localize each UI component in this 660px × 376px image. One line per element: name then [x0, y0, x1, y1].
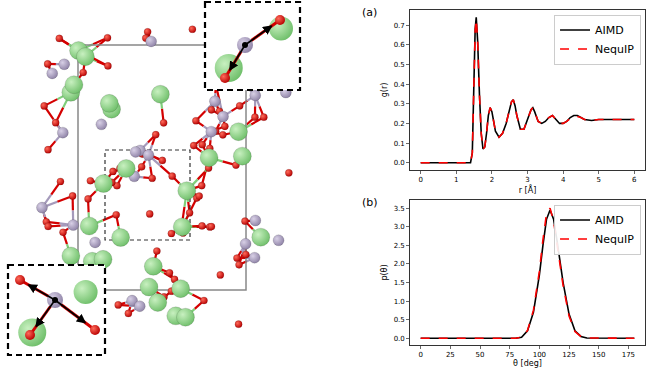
svg-text:1.5: 1.5 — [394, 279, 405, 287]
svg-text:0.0: 0.0 — [394, 159, 405, 167]
svg-text:0: 0 — [418, 351, 422, 359]
svg-text:AIMD: AIMD — [595, 214, 624, 227]
svg-text:5: 5 — [596, 176, 600, 184]
svg-text:3.5: 3.5 — [394, 205, 405, 213]
svg-text:0.5: 0.5 — [394, 316, 405, 324]
svg-text:2.5: 2.5 — [394, 242, 405, 250]
svg-text:0.2: 0.2 — [394, 120, 405, 128]
svg-text:g(r): g(r) — [380, 83, 389, 98]
svg-text:0.7: 0.7 — [394, 22, 405, 30]
svg-text:0.1: 0.1 — [394, 140, 405, 148]
svg-text:1.0: 1.0 — [394, 298, 405, 306]
svg-text:150: 150 — [592, 351, 605, 359]
svg-text:NequIP: NequIP — [595, 43, 634, 56]
svg-text:0: 0 — [418, 176, 422, 184]
svg-text:θ [deg]: θ [deg] — [513, 359, 542, 368]
svg-text:NequIP: NequIP — [595, 233, 634, 246]
svg-text:3.0: 3.0 — [394, 223, 405, 231]
svg-text:100: 100 — [533, 351, 546, 359]
svg-text:r [Å]: r [Å] — [519, 184, 537, 195]
svg-text:175: 175 — [622, 351, 635, 359]
svg-text:2.0: 2.0 — [394, 260, 405, 268]
svg-text:75: 75 — [505, 351, 514, 359]
svg-text:(a): (a) — [362, 6, 377, 19]
svg-text:0.6: 0.6 — [394, 41, 406, 49]
svg-text:2: 2 — [490, 176, 494, 184]
svg-text:125: 125 — [562, 351, 575, 359]
svg-text:25: 25 — [446, 351, 455, 359]
svg-text:p(θ): p(θ) — [380, 264, 389, 280]
svg-text:6: 6 — [632, 176, 637, 184]
svg-text:0.4: 0.4 — [394, 81, 406, 89]
svg-text:0.5: 0.5 — [394, 61, 405, 69]
svg-text:(b): (b) — [362, 196, 378, 209]
svg-text:0.3: 0.3 — [394, 100, 405, 108]
svg-text:3: 3 — [525, 176, 529, 184]
svg-text:4: 4 — [561, 176, 566, 184]
svg-text:0.0: 0.0 — [394, 335, 405, 343]
svg-text:AIMD: AIMD — [595, 24, 624, 37]
svg-text:50: 50 — [476, 351, 485, 359]
svg-text:1: 1 — [454, 176, 458, 184]
